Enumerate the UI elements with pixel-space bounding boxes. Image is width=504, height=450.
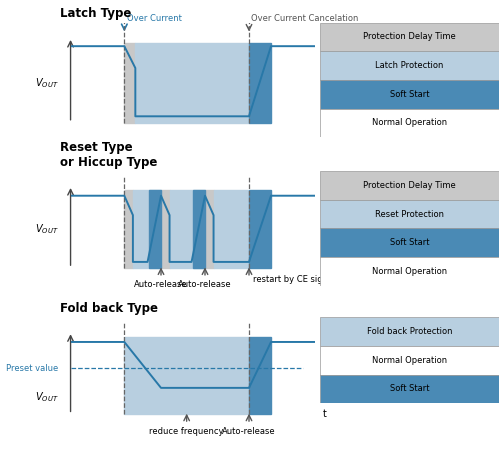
Bar xyxy=(320,200,499,229)
Bar xyxy=(124,190,133,268)
Text: Protection Delay Time: Protection Delay Time xyxy=(363,181,456,190)
Text: Over Current: Over Current xyxy=(127,14,181,23)
Text: Auto-release: Auto-release xyxy=(222,427,276,436)
Text: t: t xyxy=(323,410,326,419)
Bar xyxy=(320,80,499,108)
Bar xyxy=(193,190,205,268)
Bar xyxy=(320,108,499,137)
Bar xyxy=(320,229,499,257)
Bar xyxy=(249,337,271,414)
Text: Latch Type: Latch Type xyxy=(60,7,132,20)
Text: t: t xyxy=(323,118,326,128)
Bar xyxy=(320,51,499,80)
Text: Reset Type
or Hiccup Type: Reset Type or Hiccup Type xyxy=(60,141,158,169)
Bar xyxy=(161,190,169,268)
Text: Auto-release: Auto-release xyxy=(134,280,188,289)
Bar xyxy=(205,190,214,268)
Bar xyxy=(320,346,499,374)
Text: Latch Protection: Latch Protection xyxy=(375,61,444,70)
Bar xyxy=(320,317,499,346)
Bar xyxy=(320,257,499,286)
Text: Normal Operation: Normal Operation xyxy=(372,356,447,365)
Bar xyxy=(214,190,249,268)
Bar xyxy=(320,171,499,200)
Text: Fold back Protection: Fold back Protection xyxy=(367,327,452,336)
Bar xyxy=(124,43,136,123)
Text: Normal Operation: Normal Operation xyxy=(372,118,447,127)
Text: Preset value: Preset value xyxy=(6,364,58,373)
Bar xyxy=(149,190,161,268)
Text: $V_{OUT}$: $V_{OUT}$ xyxy=(35,390,58,404)
Text: $V_{OUT}$: $V_{OUT}$ xyxy=(35,222,58,236)
Bar xyxy=(124,337,249,414)
Text: Soft Start: Soft Start xyxy=(390,238,429,247)
Text: $V_{OUT}$: $V_{OUT}$ xyxy=(35,76,58,90)
Bar xyxy=(136,43,249,123)
Text: Soft Start: Soft Start xyxy=(390,384,429,393)
Text: Fold back Type: Fold back Type xyxy=(60,302,158,315)
Text: reduce frequency: reduce frequency xyxy=(149,427,224,436)
Text: restart by CE signal: restart by CE signal xyxy=(253,275,335,284)
Text: Soft Start: Soft Start xyxy=(390,90,429,99)
Bar xyxy=(169,190,205,268)
Text: Over Current Cancelation: Over Current Cancelation xyxy=(251,14,359,23)
Bar xyxy=(320,22,499,51)
Text: Normal Operation: Normal Operation xyxy=(372,267,447,276)
Bar xyxy=(249,43,271,123)
Bar xyxy=(320,374,499,403)
Text: Auto-release: Auto-release xyxy=(178,280,232,289)
Bar xyxy=(133,190,161,268)
Text: t: t xyxy=(323,263,326,273)
Text: Protection Delay Time: Protection Delay Time xyxy=(363,32,456,41)
Bar xyxy=(249,190,271,268)
Text: Reset Protection: Reset Protection xyxy=(375,210,444,219)
